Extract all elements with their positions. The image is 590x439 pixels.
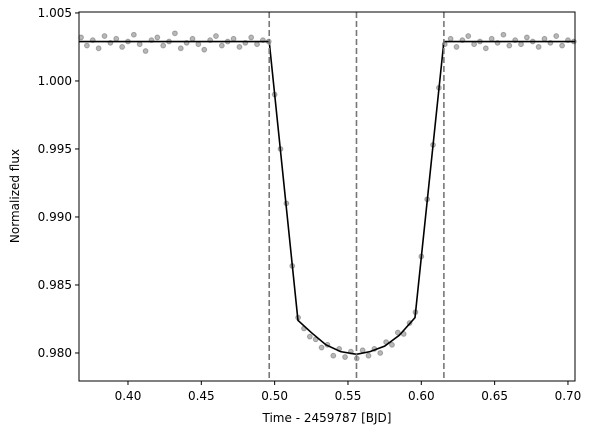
data-point — [453, 44, 460, 50]
data-point — [101, 33, 108, 39]
plot-frame — [78, 11, 576, 382]
data-point — [389, 341, 395, 348]
data-point — [359, 347, 366, 354]
data-point — [523, 34, 530, 41]
model-line — [79, 40, 575, 356]
data-point — [218, 42, 225, 49]
data-point — [95, 45, 102, 52]
data-point — [142, 48, 149, 54]
data-point — [535, 44, 542, 50]
data-point — [394, 329, 401, 336]
data-point — [553, 33, 560, 39]
data-point — [254, 41, 260, 48]
y-tick-label: 1.005 — [38, 6, 72, 20]
data-point — [518, 41, 524, 48]
y-tick-label: 0.995 — [38, 142, 72, 156]
data-point — [189, 35, 196, 42]
data-point — [506, 42, 513, 49]
x-tick-label: 0.60 — [408, 389, 435, 403]
data-point — [201, 46, 208, 53]
data-point — [465, 33, 472, 39]
y-tick-label: 0.985 — [38, 278, 72, 292]
data-point — [119, 44, 126, 50]
data-point — [365, 352, 372, 359]
data-point — [84, 42, 90, 49]
x-tick-label: 0.50 — [261, 389, 288, 403]
x-tick-label: 0.55 — [335, 389, 362, 403]
data-point — [136, 41, 143, 48]
data-point — [471, 41, 477, 48]
data-point — [248, 34, 255, 41]
data-point — [213, 33, 219, 39]
data-point — [230, 35, 237, 42]
data-point — [154, 34, 161, 41]
x-tick-label: 0.70 — [555, 389, 582, 403]
data-point — [113, 35, 120, 42]
data-point — [500, 31, 507, 38]
data-point — [236, 44, 243, 50]
data-point — [482, 45, 489, 52]
x-axis-label: Time - 2459787 [BJD] — [262, 411, 392, 425]
data-point — [130, 31, 137, 38]
data-point — [306, 333, 313, 340]
y-axis-label: Normalized flux — [8, 149, 22, 243]
data-point — [377, 350, 384, 356]
data-point — [177, 45, 184, 52]
y-tick-label: 0.990 — [38, 210, 72, 224]
data-point — [330, 352, 337, 359]
y-tick-label: 1.000 — [38, 74, 72, 88]
data-point — [160, 42, 167, 49]
data-point — [172, 30, 178, 37]
data-point — [488, 35, 495, 42]
data-point — [318, 344, 325, 351]
data-point — [195, 41, 202, 48]
y-tick-label: 0.980 — [38, 346, 72, 360]
data-point — [447, 35, 454, 42]
data-point — [541, 35, 548, 42]
x-tick-label: 0.65 — [481, 389, 508, 403]
data-point — [342, 354, 348, 360]
data-point — [559, 42, 565, 49]
x-tick-label: 0.45 — [188, 389, 215, 403]
x-tick-label: 0.40 — [115, 389, 142, 403]
